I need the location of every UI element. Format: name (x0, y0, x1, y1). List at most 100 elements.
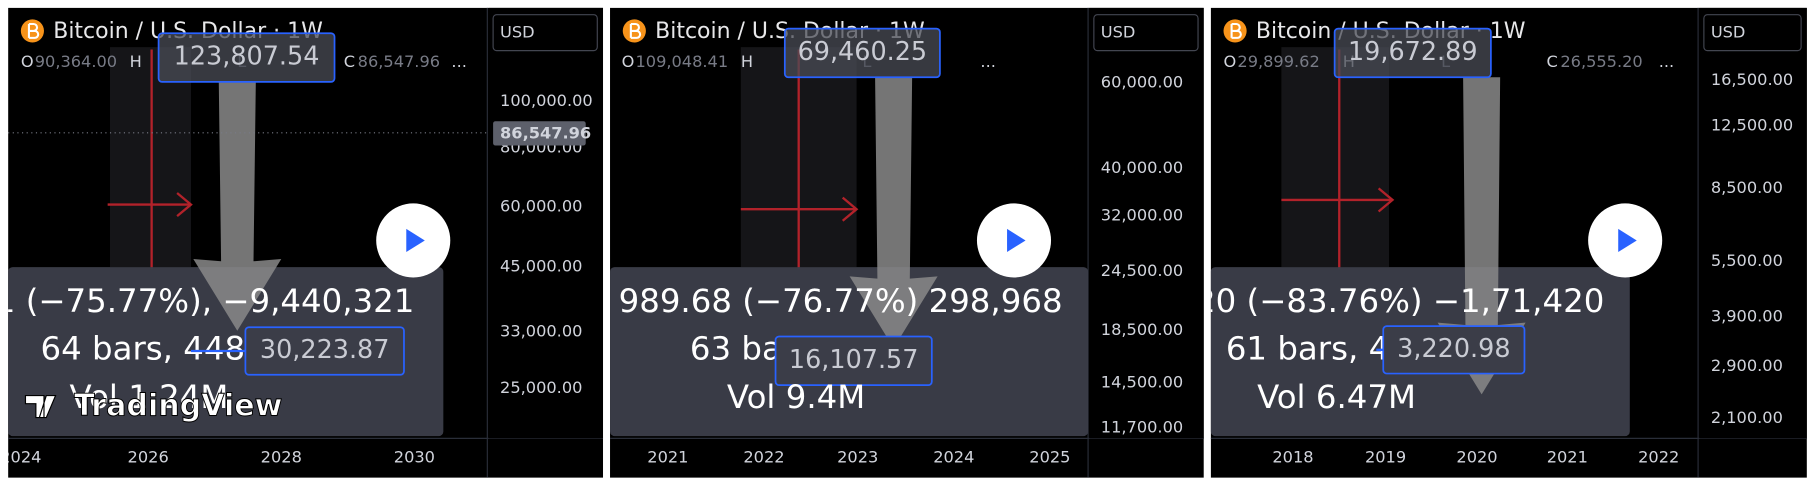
target-price-box (1382, 325, 1526, 375)
price-label: 45,000.00 (500, 257, 582, 276)
price-axis-bg (488, 7, 604, 439)
price-label: 33,000.00 (500, 321, 582, 340)
measure-change: 20 (−83.76%) −1,71,420 (1195, 282, 1604, 320)
currency: USD (1101, 23, 1136, 42)
start-price-box (157, 32, 336, 83)
price-label: 2,100.00 (1711, 408, 1783, 427)
ohlc-line: O29,899.62HLC26,555.20... (1224, 52, 1675, 71)
ohlc-item: O (622, 52, 635, 71)
price-label: 18,500.00 (1101, 320, 1183, 339)
big-arrow (1437, 77, 1526, 395)
measure-volume: Vol 1.24M (69, 378, 228, 416)
start-price-box (783, 27, 941, 79)
ohlc-item: O (21, 52, 34, 71)
big-arrow (849, 77, 938, 349)
current-price-box (493, 121, 586, 146)
currency-box (1093, 14, 1199, 52)
time-label: 2024 (933, 448, 974, 467)
start-price: 123,807.54 (174, 42, 320, 72)
time-label: 2018 (1272, 448, 1313, 467)
time-label: 2024 (0, 448, 41, 467)
current-price: 86,547.96 (500, 123, 591, 142)
price-label: 25,000.00 (500, 378, 582, 397)
target-price-box (244, 326, 405, 376)
price-axis-bg (1089, 7, 1204, 439)
measure-volume: Vol 6.47M (1257, 378, 1416, 416)
start-price-box (1333, 27, 1492, 79)
price-label: 3,900.00 (1711, 306, 1783, 325)
price-label: 24,500.00 (1101, 261, 1183, 280)
icon-glyph (27, 22, 40, 39)
price-label: 40,000.00 (1101, 158, 1183, 177)
time-label: 2030 (394, 448, 435, 467)
time-label: 2028 (261, 448, 302, 467)
measure-bars: 64 bars, 448 (41, 329, 246, 367)
time-label: 2019 (1365, 448, 1406, 467)
bitcoin-icon (20, 19, 44, 43)
chart-panel: Bitcoin / U.S. Dollar · 1WO29,899.62HLC2… (1195, 7, 1807, 478)
ohlc-item: C (1546, 52, 1557, 71)
target-price: 16,107.57 (789, 345, 919, 375)
price-label: 60,000.00 (500, 196, 582, 215)
ohlc-item: 90,364.00 (35, 52, 117, 71)
range-shade (1281, 47, 1390, 268)
measure-bars: 63 ba (690, 329, 782, 367)
bitcoin-icon (1223, 19, 1247, 43)
chart-panel: Bitcoin / U.S. Dollar · 1WO90,364.00HLC8… (0, 7, 604, 478)
start-price: 69,460.25 (798, 37, 928, 67)
currency-box (1703, 14, 1802, 52)
currency: USD (500, 23, 535, 42)
price-axis-bg (1699, 7, 1807, 439)
bitcoin-icon (622, 19, 646, 43)
price-label: 11,700.00 (1101, 417, 1183, 436)
watermark: TradingView (24, 388, 283, 424)
measure-change: 989.68 (−76.77%) 298,968 (619, 282, 1063, 320)
currency: USD (1711, 23, 1746, 42)
ohlc-line: O109,048.41HL... (622, 52, 996, 71)
range-arrowhead (176, 192, 193, 218)
big-arrow (193, 81, 282, 331)
price-label: 8,500.00 (1711, 178, 1783, 197)
measure-volume: Vol 9.4M (727, 378, 865, 416)
measure-bars: 61 bars, 4 (1226, 329, 1389, 367)
time-label: 2023 (837, 448, 878, 467)
time-label: 2021 (1547, 448, 1588, 467)
time-label: 2022 (743, 448, 784, 467)
play-icon (1007, 228, 1026, 253)
start-price: 19,672.89 (1348, 37, 1478, 67)
watermark-logo (24, 394, 57, 419)
icon-glyph (1230, 22, 1242, 39)
time-label: 2026 (128, 448, 169, 467)
watermark-text: TradingView (74, 389, 282, 424)
time-label: 2020 (1456, 448, 1497, 467)
price-label: 60,000.00 (1101, 73, 1183, 92)
ohlc-item: H (741, 52, 753, 71)
time-label: 2025 (1029, 448, 1070, 467)
ohlc-item: O (1224, 52, 1237, 71)
measure-change: .21 (−75.77%), −9,440,321 (0, 282, 414, 320)
play-icon (406, 228, 425, 253)
ohlc-item: 29,899.62 (1237, 52, 1319, 71)
price-label: 14,500.00 (1101, 372, 1183, 391)
price-label: 32,000.00 (1101, 206, 1183, 225)
ohlc-line: O90,364.00HLC86,547.96... (21, 52, 467, 71)
price-label: 5,500.00 (1711, 251, 1783, 270)
price-label: 12,500.00 (1711, 115, 1793, 134)
play-icon (1618, 228, 1637, 253)
ohlc-item: C (344, 52, 355, 71)
target-price: 30,223.87 (260, 335, 390, 365)
price-label: 2,900.00 (1711, 356, 1783, 375)
currency-box (492, 14, 598, 52)
price-label: 100,000.00 (500, 91, 593, 110)
range-arrowhead (841, 196, 859, 222)
range-arrowhead (1377, 187, 1395, 213)
time-label: 2022 (1638, 448, 1679, 467)
ohlc-item: ... (1659, 52, 1674, 71)
chart-panel: Bitcoin / U.S. Dollar · 1WO109,048.41HL.… (610, 7, 1204, 478)
ohlc-item: 26,555.20 (1560, 52, 1642, 71)
ohlc-item: 109,048.41 (635, 52, 728, 71)
ohlc-item: H (130, 52, 142, 71)
target-price: 3,220.98 (1397, 334, 1510, 364)
icon-glyph (629, 22, 642, 39)
